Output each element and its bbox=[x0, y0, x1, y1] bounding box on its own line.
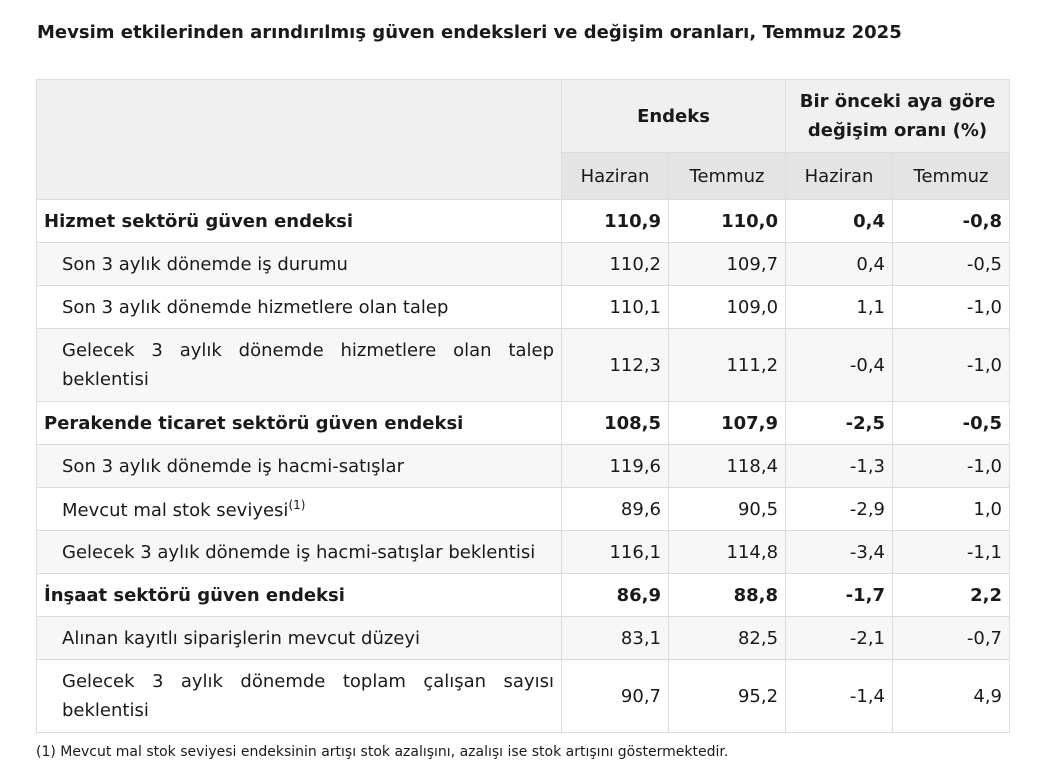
cell: 116,1 bbox=[561, 530, 669, 574]
cell: -1,0 bbox=[892, 328, 1011, 402]
cell: 110,2 bbox=[561, 242, 669, 286]
col-header: Temmuz bbox=[892, 152, 1011, 200]
header-degisim: Bir önceki aya göre değişim oranı (%) bbox=[785, 79, 1011, 153]
cell: 4,9 bbox=[892, 659, 1011, 733]
cell: 109,7 bbox=[667, 242, 787, 286]
cell: 108,5 bbox=[561, 401, 669, 445]
cell: -1,3 bbox=[785, 444, 894, 488]
cell: -1,1 bbox=[892, 530, 1011, 574]
cell: -1,4 bbox=[785, 659, 894, 733]
row-label: Son 3 aylık dönemde hizmetlere olan tale… bbox=[36, 285, 562, 329]
cell: 112,3 bbox=[561, 328, 669, 402]
row-label: Son 3 aylık dönemde iş hacmi-satışlar bbox=[36, 444, 562, 488]
col-header: Haziran bbox=[561, 152, 669, 200]
cell: -0,4 bbox=[785, 328, 894, 402]
cell: -1,0 bbox=[892, 444, 1011, 488]
cell: 119,6 bbox=[561, 444, 669, 488]
cell: 2,2 bbox=[892, 573, 1011, 617]
cell: -0,7 bbox=[892, 616, 1011, 660]
row-label: Gelecek 3 aylık dönemde iş hacmi-satışla… bbox=[36, 530, 562, 574]
row-label: Perakende ticaret sektörü güven endeksi bbox=[36, 401, 562, 445]
table-row: Gelecek 3 aylık dönemde toplam çalışan s… bbox=[36, 659, 1011, 733]
cell: 83,1 bbox=[561, 616, 669, 660]
cell: 90,5 bbox=[667, 487, 787, 531]
row-label: Mevcut mal stok seviyesi(1) bbox=[36, 487, 562, 531]
confidence-index-table: Endeks Bir önceki aya göre değişim oranı… bbox=[36, 79, 1011, 733]
cell: 110,0 bbox=[667, 199, 787, 243]
table-row: Hizmet sektörü güven endeksi 110,9 110,0… bbox=[36, 199, 1011, 243]
cell: 86,9 bbox=[561, 573, 669, 617]
cell: -2,9 bbox=[785, 487, 894, 531]
table-row: Gelecek 3 aylık dönemde iş hacmi-satışla… bbox=[36, 530, 1011, 574]
header-endeks: Endeks bbox=[560, 79, 787, 153]
cell: -1,7 bbox=[785, 573, 894, 617]
cell: -0,5 bbox=[892, 242, 1011, 286]
cell: 110,1 bbox=[561, 285, 669, 329]
cell: 1,0 bbox=[892, 487, 1011, 531]
cell: 82,5 bbox=[667, 616, 787, 660]
cell: 0,4 bbox=[785, 242, 894, 286]
row-label: Hizmet sektörü güven endeksi bbox=[36, 199, 562, 243]
footnote-marker: (1) bbox=[288, 497, 306, 512]
table-row: Gelecek 3 aylık dönemde hizmetlere olan … bbox=[36, 328, 1011, 402]
header-blank bbox=[36, 79, 562, 200]
cell: 107,9 bbox=[667, 401, 787, 445]
cell: 114,8 bbox=[667, 530, 787, 574]
row-label: Gelecek 3 aylık dönemde toplam çalışan s… bbox=[36, 659, 562, 733]
cell: 109,0 bbox=[667, 285, 787, 329]
footnote: (1) Mevcut mal stok seviyesi endeksinin … bbox=[36, 744, 729, 760]
cell: -2,5 bbox=[785, 401, 894, 445]
row-label: Alınan kayıtlı siparişlerin mevcut düzey… bbox=[36, 616, 562, 660]
cell: -2,1 bbox=[785, 616, 894, 660]
table-row: Alınan kayıtlı siparişlerin mevcut düzey… bbox=[36, 616, 1011, 660]
col-header: Haziran bbox=[785, 152, 894, 200]
cell: -0,5 bbox=[892, 401, 1011, 445]
col-header: Temmuz bbox=[667, 152, 787, 200]
row-label: Son 3 aylık dönemde iş durumu bbox=[36, 242, 562, 286]
cell: 95,2 bbox=[667, 659, 787, 733]
cell: 0,4 bbox=[785, 199, 894, 243]
table-row: Perakende ticaret sektörü güven endeksi … bbox=[36, 401, 1011, 445]
cell: -0,8 bbox=[892, 199, 1011, 243]
row-label-text: Mevcut mal stok seviyesi bbox=[62, 499, 289, 521]
cell: 118,4 bbox=[667, 444, 787, 488]
cell: -1,0 bbox=[892, 285, 1011, 329]
cell: -3,4 bbox=[785, 530, 894, 574]
cell: 110,9 bbox=[561, 199, 669, 243]
cell: 90,7 bbox=[561, 659, 669, 733]
table-row: Son 3 aylık dönemde iş hacmi-satışlar 11… bbox=[36, 444, 1011, 488]
table-row: Mevcut mal stok seviyesi(1) 89,6 90,5 -2… bbox=[36, 487, 1011, 531]
table-title: Mevsim etkilerinden arındırılmış güven e… bbox=[37, 22, 902, 43]
row-label: Gelecek 3 aylık dönemde hizmetlere olan … bbox=[36, 328, 562, 402]
table-row: İnşaat sektörü güven endeksi 86,9 88,8 -… bbox=[36, 573, 1011, 617]
cell: 89,6 bbox=[561, 487, 669, 531]
table-row: Son 3 aylık dönemde iş durumu 110,2 109,… bbox=[36, 242, 1011, 286]
row-label: İnşaat sektörü güven endeksi bbox=[36, 573, 562, 617]
table-row: Son 3 aylık dönemde hizmetlere olan tale… bbox=[36, 285, 1011, 329]
cell: 88,8 bbox=[667, 573, 787, 617]
cell: 1,1 bbox=[785, 285, 894, 329]
cell: 111,2 bbox=[667, 328, 787, 402]
